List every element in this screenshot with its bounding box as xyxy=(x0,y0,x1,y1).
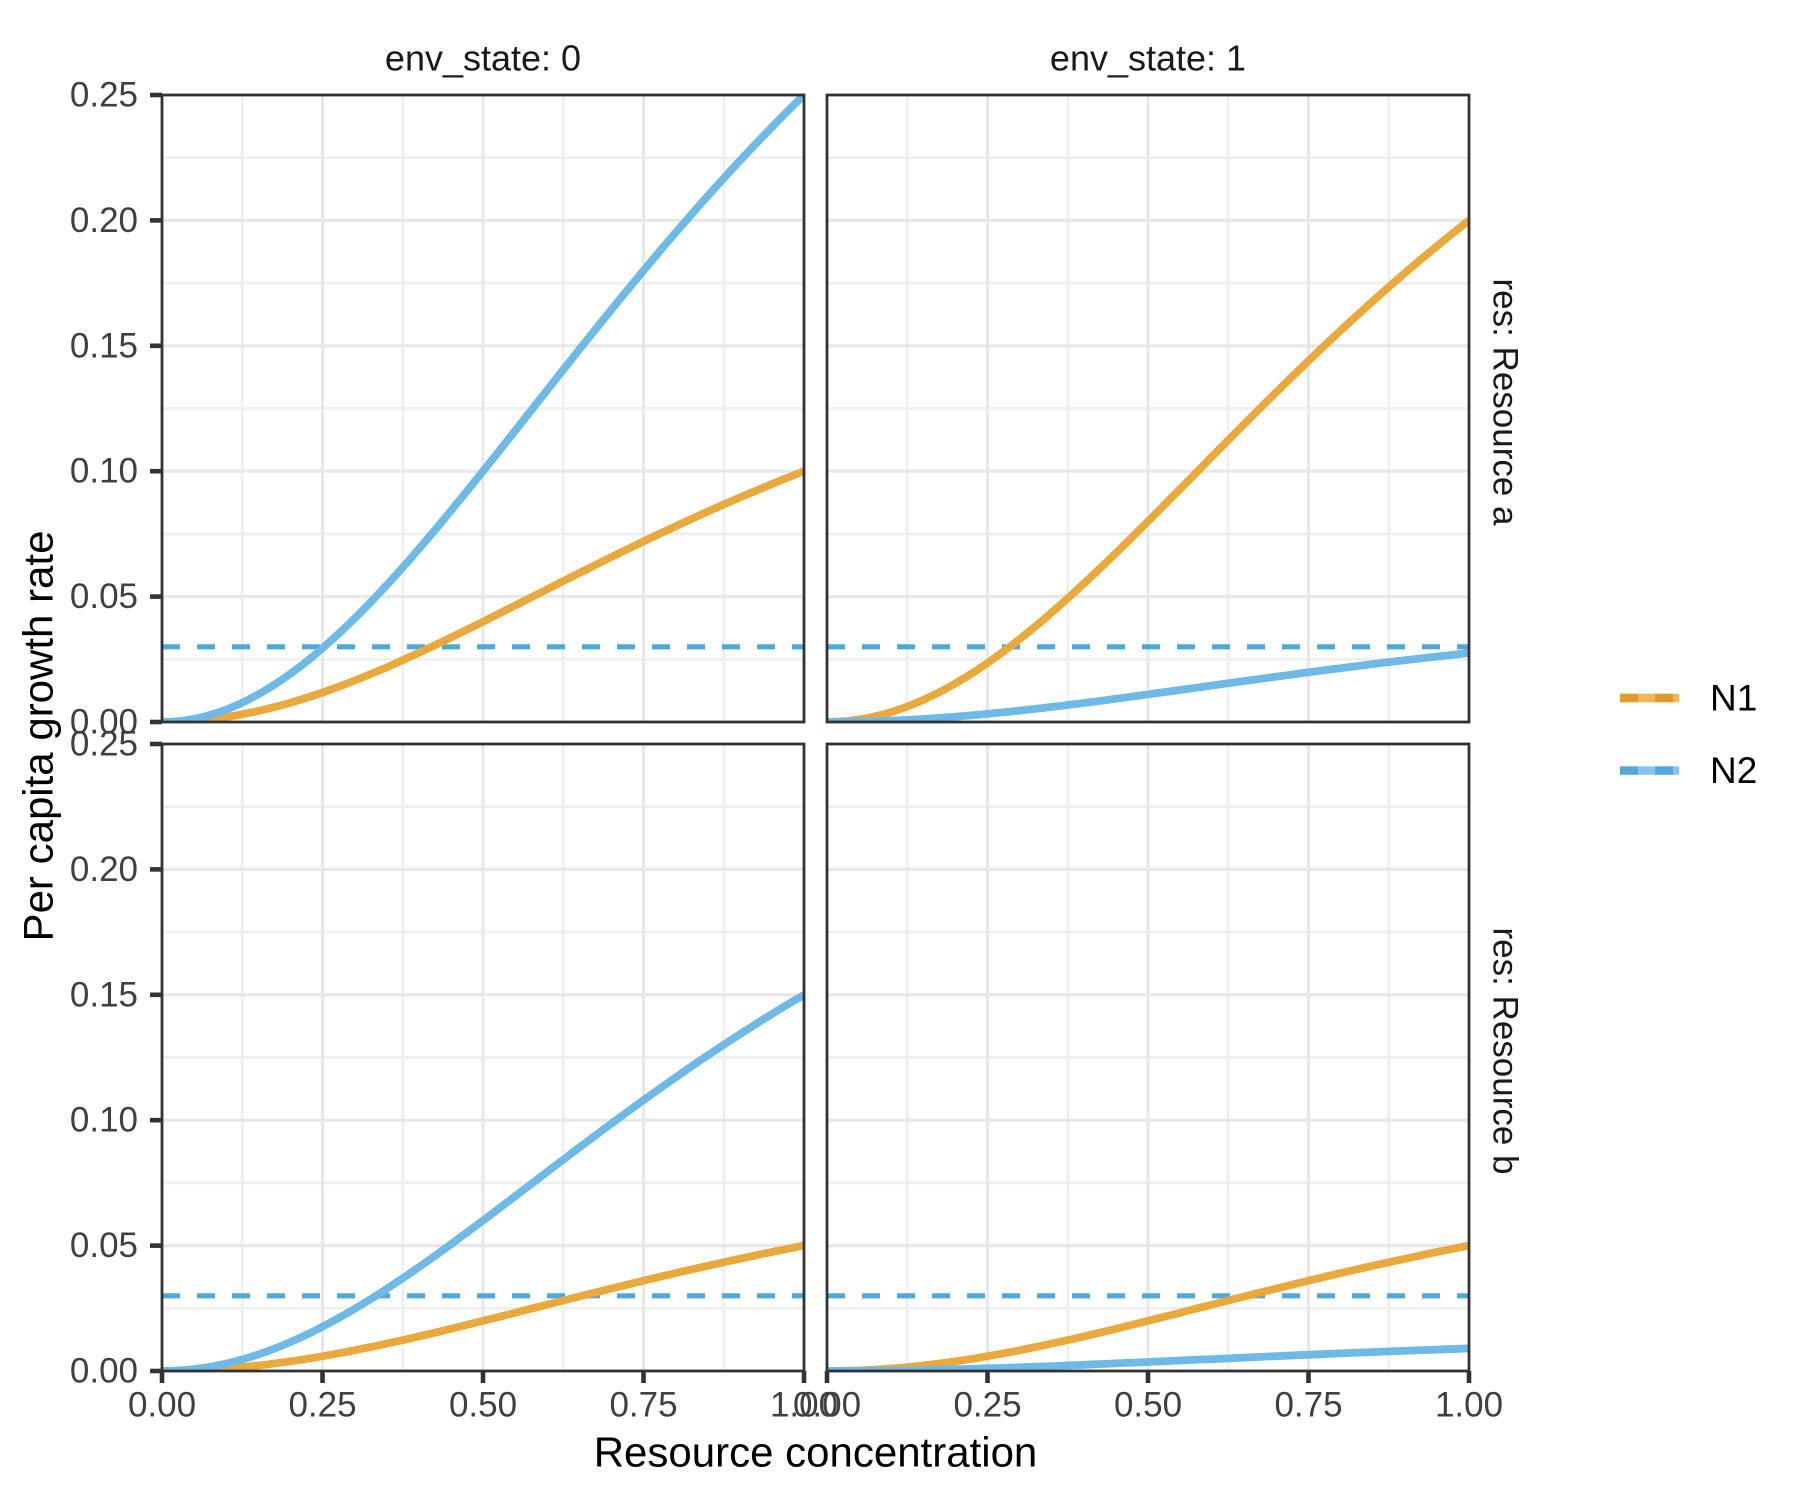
svg-text:Per capita growth rate: Per capita growth rate xyxy=(15,531,62,942)
svg-text:0.50: 0.50 xyxy=(1114,1386,1182,1425)
svg-text:0.10: 0.10 xyxy=(70,452,138,491)
svg-text:res: Resource a: res: Resource a xyxy=(1486,278,1525,526)
svg-text:0.75: 0.75 xyxy=(1274,1386,1342,1425)
svg-text:0.25: 0.25 xyxy=(288,1386,356,1425)
svg-text:1.00: 1.00 xyxy=(770,1386,838,1425)
svg-text:1.00: 1.00 xyxy=(1435,1386,1503,1425)
svg-text:0.00: 0.00 xyxy=(793,1386,861,1425)
svg-text:0.00: 0.00 xyxy=(70,1352,138,1391)
svg-text:Resource concentration: Resource concentration xyxy=(594,1429,1038,1476)
svg-text:0.25: 0.25 xyxy=(70,725,138,764)
svg-text:0.75: 0.75 xyxy=(609,1386,677,1425)
svg-text:0.50: 0.50 xyxy=(449,1386,517,1425)
svg-text:res: Resource b: res: Resource b xyxy=(1486,927,1525,1174)
svg-text:0.25: 0.25 xyxy=(953,1386,1021,1425)
svg-text:0.20: 0.20 xyxy=(70,850,138,889)
svg-text:N2: N2 xyxy=(1710,750,1757,791)
svg-text:0.25: 0.25 xyxy=(70,76,138,115)
svg-text:0.00: 0.00 xyxy=(128,1386,196,1425)
svg-text:0.00: 0.00 xyxy=(70,703,138,742)
svg-text:N1: N1 xyxy=(1710,678,1757,719)
svg-text:0.20: 0.20 xyxy=(70,201,138,240)
svg-text:0.15: 0.15 xyxy=(70,975,138,1014)
svg-text:0.10: 0.10 xyxy=(70,1101,138,1140)
svg-text:env_state: 1: env_state: 1 xyxy=(1050,38,1246,79)
svg-text:0.15: 0.15 xyxy=(70,326,138,365)
svg-text:0.05: 0.05 xyxy=(70,1226,138,1265)
svg-text:env_state: 0: env_state: 0 xyxy=(385,38,581,79)
svg-text:0.05: 0.05 xyxy=(70,577,138,616)
